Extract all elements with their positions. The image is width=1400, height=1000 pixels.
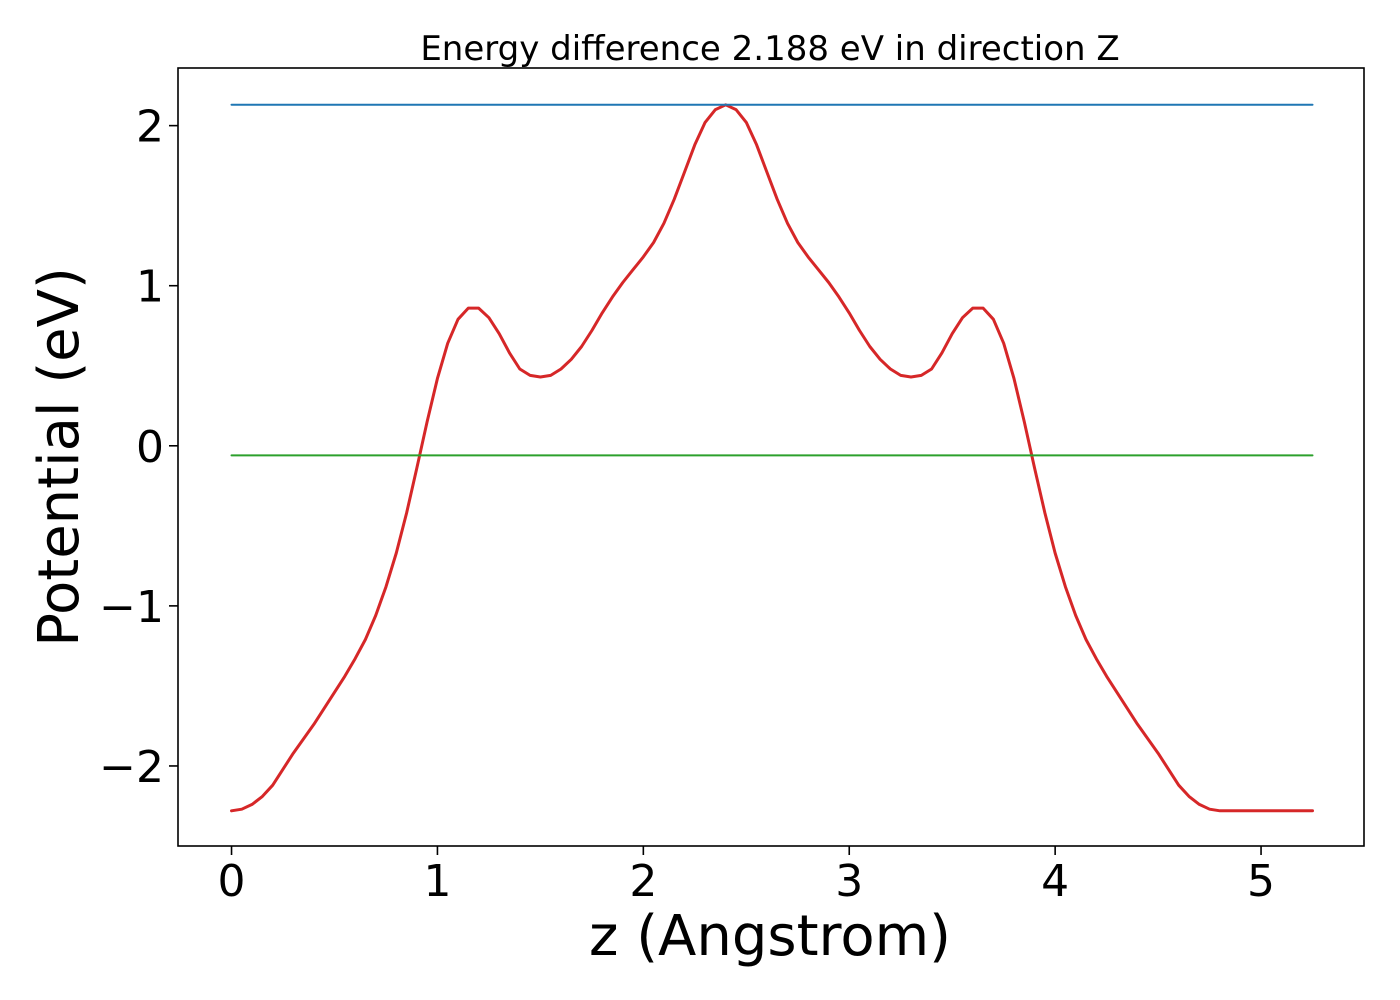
x-axis-ticks: 0 1 2 3 4 5	[218, 846, 1275, 907]
plot-frame	[177, 67, 1365, 847]
x-tick-label: 3	[835, 856, 863, 907]
y-tick-label: −1	[99, 582, 164, 633]
y-axis-ticks: −2 −1 0 1 2	[99, 102, 178, 793]
x-tick-label: 2	[629, 856, 657, 907]
x-axis-title: z (Angstrom)	[589, 904, 951, 969]
x-tick-label: 5	[1247, 856, 1275, 907]
y-tick-label: 0	[136, 422, 164, 473]
y-tick-label: −2	[99, 742, 164, 793]
y-tick-label: 2	[136, 102, 164, 153]
x-tick-label: 4	[1041, 856, 1069, 907]
y-axis-title: Potential (eV)	[27, 267, 92, 647]
x-tick-label: 0	[218, 856, 246, 907]
series-layer	[230, 103, 1314, 813]
chart-title: Energy difference 2.188 eV in direction …	[420, 29, 1119, 69]
x-tick-label: 1	[423, 856, 451, 907]
series-line-1	[230, 103, 1314, 813]
y-tick-label: 1	[136, 262, 164, 313]
